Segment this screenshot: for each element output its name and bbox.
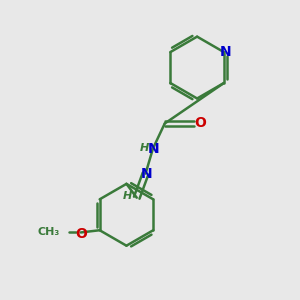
Text: O: O bbox=[195, 116, 207, 130]
Text: N: N bbox=[140, 167, 152, 181]
Text: H: H bbox=[140, 143, 149, 153]
Text: CH₃: CH₃ bbox=[38, 227, 60, 237]
Text: H: H bbox=[123, 191, 132, 201]
Text: N: N bbox=[148, 142, 159, 155]
Text: O: O bbox=[75, 227, 87, 241]
Text: N: N bbox=[220, 45, 231, 59]
